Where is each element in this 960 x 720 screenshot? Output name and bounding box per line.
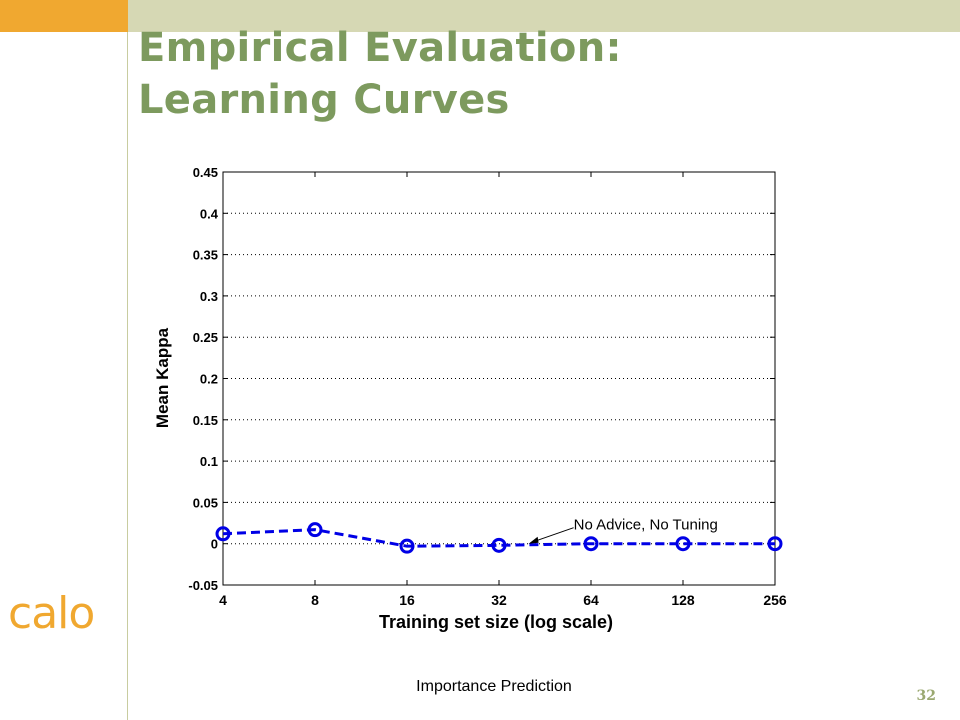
series-line xyxy=(222,528,775,548)
data-point xyxy=(767,536,783,552)
x-axis-label: Training set size (log scale) xyxy=(379,612,613,632)
slide-title-line1: Empirical Evaluation: xyxy=(138,25,622,71)
y-tick-label: 0.45 xyxy=(193,165,218,180)
chart-caption: Importance Prediction xyxy=(416,678,572,695)
y-tick-label: 0.4 xyxy=(200,206,219,221)
corner-accent xyxy=(0,0,128,32)
y-tick-label: 0.15 xyxy=(193,413,218,428)
x-tick-label: 16 xyxy=(399,592,415,608)
annotation-layer: No Advice, No Tuning xyxy=(528,517,718,544)
series-layer xyxy=(215,522,783,554)
left-divider xyxy=(127,32,128,720)
y-tick-label: 0.25 xyxy=(193,330,218,345)
y-tick-label: 0.1 xyxy=(200,454,218,469)
data-point xyxy=(307,522,323,538)
data-point xyxy=(583,536,599,552)
data-point xyxy=(215,526,231,542)
y-tick-label: 0.05 xyxy=(193,495,218,510)
y-axis-label: Mean Kappa xyxy=(153,327,172,428)
x-tick-label: 256 xyxy=(763,592,787,608)
annotation-label: No Advice, No Tuning xyxy=(574,517,718,534)
data-point xyxy=(399,538,415,554)
x-tick-label: 32 xyxy=(491,592,507,608)
calo-logo: calo xyxy=(8,588,95,639)
y-axis-ticks: -0.05 0 0.05 0.1 0.15 0.2 0.25 0.3 0.35 0.4 0.45 xyxy=(188,165,775,593)
slide-title: Empirical Evaluation: Learning Curves xyxy=(138,22,622,126)
x-tick-label: 128 xyxy=(671,592,695,608)
y-tick-label: 0.35 xyxy=(193,248,218,263)
data-point xyxy=(491,537,507,553)
y-tick-label: 0.2 xyxy=(200,372,218,387)
x-axis-ticks: 4 8 16 32 64 128 256 xyxy=(219,172,787,608)
slide-title-line2: Learning Curves xyxy=(138,77,510,123)
page-number: 32 xyxy=(916,688,936,704)
y-tick-label: -0.05 xyxy=(188,578,218,593)
x-tick-label: 64 xyxy=(583,592,599,608)
header-bar xyxy=(128,0,960,32)
x-tick-label: 8 xyxy=(311,592,319,608)
annotation-arrowhead xyxy=(528,536,539,544)
y-tick-label: 0 xyxy=(211,537,218,552)
data-point xyxy=(675,536,691,552)
x-tick-label: 4 xyxy=(219,592,227,608)
y-tick-label: 0.3 xyxy=(200,289,218,304)
learning-curve-chart: -0.05 0 0.05 0.1 0.15 0.2 0.25 0.3 0.35 0.4 0.45 4… xyxy=(153,165,787,632)
